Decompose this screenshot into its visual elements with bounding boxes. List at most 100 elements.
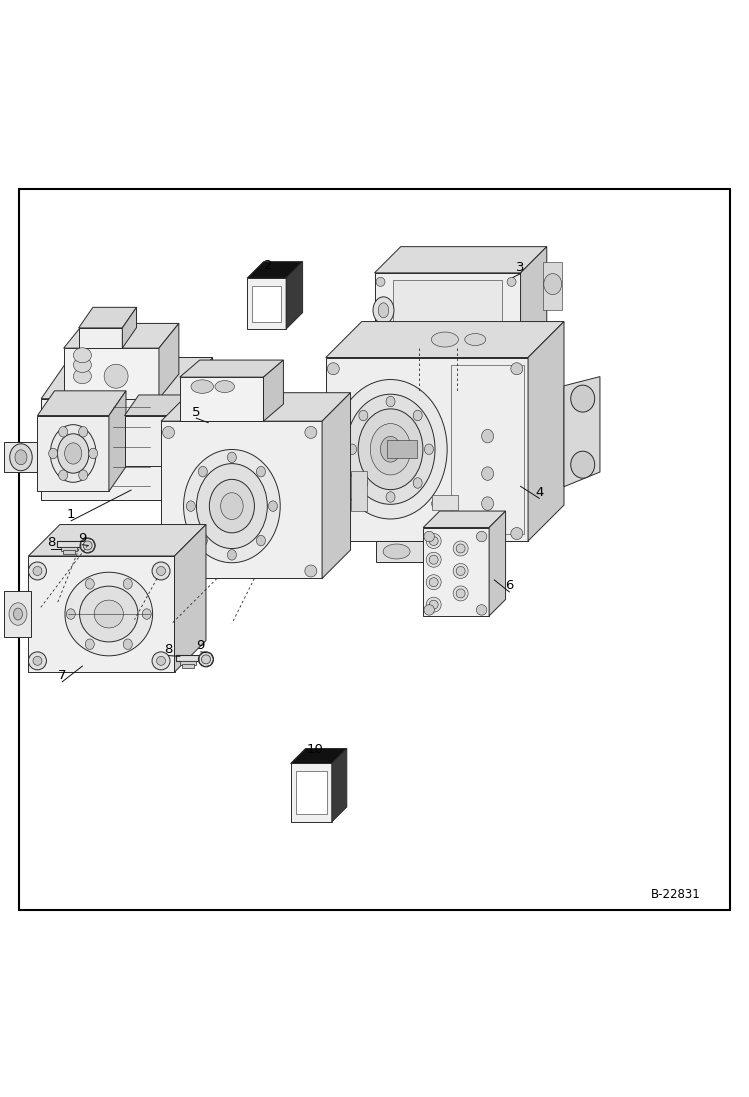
Ellipse shape: [476, 604, 487, 615]
Bar: [432, 495, 458, 509]
Ellipse shape: [453, 541, 468, 556]
Ellipse shape: [482, 429, 494, 443]
Ellipse shape: [426, 597, 441, 612]
Ellipse shape: [268, 501, 277, 511]
Ellipse shape: [187, 501, 195, 511]
Polygon shape: [489, 511, 506, 615]
Ellipse shape: [429, 600, 438, 609]
Ellipse shape: [184, 450, 280, 563]
Text: 5: 5: [192, 406, 201, 419]
Bar: [57, 541, 81, 547]
Bar: [386, 440, 416, 459]
Polygon shape: [374, 247, 547, 273]
Ellipse shape: [453, 564, 468, 578]
Ellipse shape: [359, 410, 368, 421]
Ellipse shape: [327, 363, 339, 375]
Ellipse shape: [94, 600, 124, 627]
Ellipse shape: [413, 410, 422, 421]
Polygon shape: [180, 395, 195, 466]
Polygon shape: [247, 279, 286, 329]
Polygon shape: [180, 377, 264, 421]
Ellipse shape: [58, 427, 67, 437]
Polygon shape: [184, 358, 213, 500]
Ellipse shape: [196, 464, 267, 548]
Ellipse shape: [28, 652, 46, 670]
Ellipse shape: [9, 603, 27, 625]
Ellipse shape: [10, 444, 32, 471]
Polygon shape: [286, 261, 303, 329]
Ellipse shape: [482, 467, 494, 480]
Ellipse shape: [228, 550, 237, 561]
Ellipse shape: [386, 396, 395, 407]
Bar: [61, 547, 77, 551]
Text: 2: 2: [264, 259, 273, 272]
Ellipse shape: [429, 578, 438, 587]
Ellipse shape: [228, 452, 237, 463]
Ellipse shape: [571, 451, 595, 478]
Ellipse shape: [157, 566, 166, 576]
Text: 1: 1: [67, 508, 76, 521]
Ellipse shape: [358, 409, 423, 489]
Ellipse shape: [79, 586, 138, 642]
Bar: [4, 591, 31, 637]
Polygon shape: [247, 261, 303, 279]
Text: 9: 9: [78, 532, 87, 545]
Ellipse shape: [33, 656, 42, 666]
Text: 3: 3: [516, 261, 525, 274]
Text: 8: 8: [164, 643, 173, 656]
Polygon shape: [64, 348, 159, 398]
Ellipse shape: [73, 348, 91, 363]
Ellipse shape: [15, 450, 27, 465]
Polygon shape: [161, 421, 322, 578]
Ellipse shape: [359, 478, 368, 488]
Ellipse shape: [104, 364, 128, 388]
Ellipse shape: [163, 565, 175, 577]
Ellipse shape: [221, 493, 243, 520]
Ellipse shape: [476, 531, 487, 542]
Ellipse shape: [424, 531, 434, 542]
Polygon shape: [175, 524, 206, 672]
Ellipse shape: [431, 498, 452, 509]
Ellipse shape: [429, 555, 438, 564]
Ellipse shape: [64, 443, 82, 464]
Bar: [296, 771, 327, 814]
Ellipse shape: [73, 358, 91, 373]
Ellipse shape: [346, 394, 435, 505]
Ellipse shape: [79, 470, 88, 480]
Polygon shape: [79, 307, 136, 328]
Ellipse shape: [376, 337, 385, 347]
Ellipse shape: [334, 380, 447, 519]
Ellipse shape: [456, 566, 465, 576]
Ellipse shape: [305, 427, 317, 439]
Ellipse shape: [413, 478, 422, 488]
Polygon shape: [159, 324, 179, 398]
Ellipse shape: [507, 337, 516, 347]
Text: 8: 8: [46, 536, 55, 548]
Ellipse shape: [209, 479, 255, 533]
Ellipse shape: [198, 652, 213, 667]
Polygon shape: [79, 328, 122, 348]
Ellipse shape: [157, 656, 166, 666]
Text: 9: 9: [196, 640, 205, 653]
Polygon shape: [109, 391, 126, 491]
Bar: [543, 261, 562, 310]
Ellipse shape: [456, 544, 465, 553]
Ellipse shape: [198, 466, 207, 477]
Ellipse shape: [152, 652, 170, 670]
Ellipse shape: [256, 535, 265, 546]
Ellipse shape: [50, 425, 96, 483]
Ellipse shape: [80, 538, 95, 553]
Polygon shape: [41, 398, 184, 500]
Bar: [451, 365, 524, 533]
Polygon shape: [37, 416, 109, 491]
Ellipse shape: [124, 638, 133, 649]
Ellipse shape: [571, 385, 595, 412]
Ellipse shape: [49, 449, 58, 459]
Ellipse shape: [58, 470, 67, 480]
Ellipse shape: [464, 333, 486, 346]
Ellipse shape: [124, 578, 133, 589]
Ellipse shape: [453, 586, 468, 601]
Polygon shape: [374, 273, 521, 348]
Ellipse shape: [152, 562, 170, 580]
Ellipse shape: [13, 608, 22, 620]
